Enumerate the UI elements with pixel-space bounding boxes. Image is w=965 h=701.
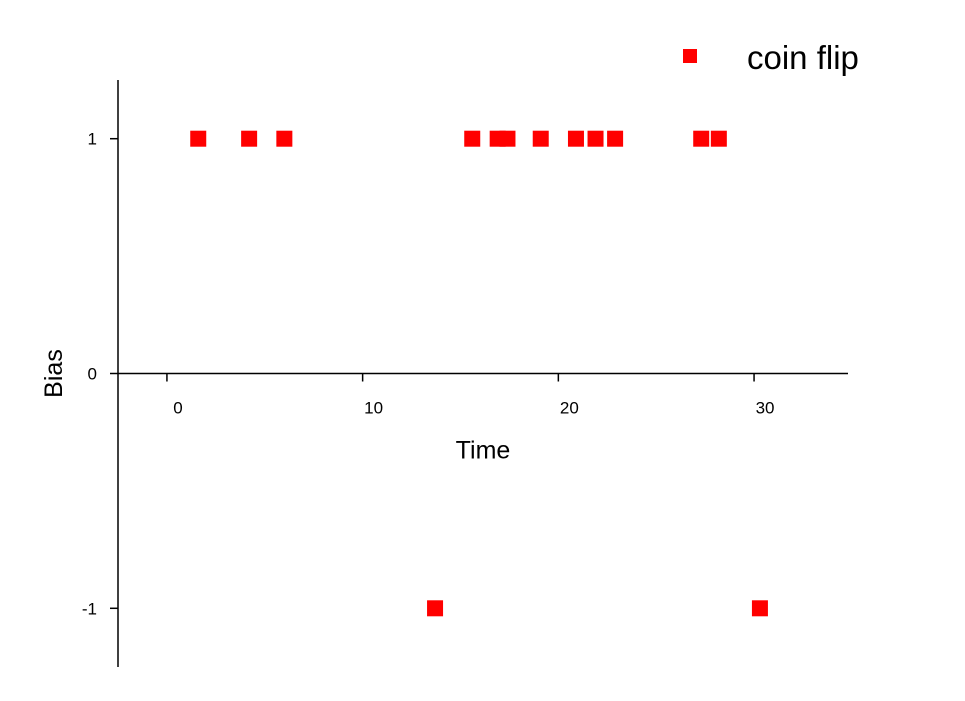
data-points	[190, 130, 768, 617]
y-tick-label: 0	[88, 365, 97, 384]
data-point	[190, 130, 207, 147]
y-axis-title: Bias	[40, 349, 68, 398]
x-tick-label: 20	[560, 399, 579, 418]
x-tick-label: 10	[364, 399, 383, 418]
y-tick-label: -1	[82, 599, 97, 618]
legend: coin flip	[683, 39, 859, 76]
x-tick-label: 30	[756, 399, 775, 418]
data-point	[532, 130, 549, 147]
data-point	[499, 130, 516, 147]
data-point	[241, 130, 258, 147]
legend-marker	[683, 49, 697, 63]
data-point	[710, 130, 727, 147]
data-point	[751, 600, 768, 617]
x-tick-label: 0	[173, 399, 182, 418]
data-point	[276, 130, 293, 147]
data-point	[427, 600, 444, 617]
legend-label: coin flip	[747, 39, 859, 76]
x-ticks: 0 10 20 30	[166, 373, 775, 418]
data-point	[464, 130, 481, 147]
data-point	[693, 130, 710, 147]
y-ticks: -1 0 1	[82, 130, 118, 618]
y-tick-label: 1	[88, 130, 97, 149]
data-point	[587, 130, 604, 147]
data-point	[567, 130, 584, 147]
axes: 0 10 20 30 -1 0 1	[82, 80, 848, 667]
data-point	[607, 130, 624, 147]
x-axis-title: Time	[456, 437, 511, 465]
